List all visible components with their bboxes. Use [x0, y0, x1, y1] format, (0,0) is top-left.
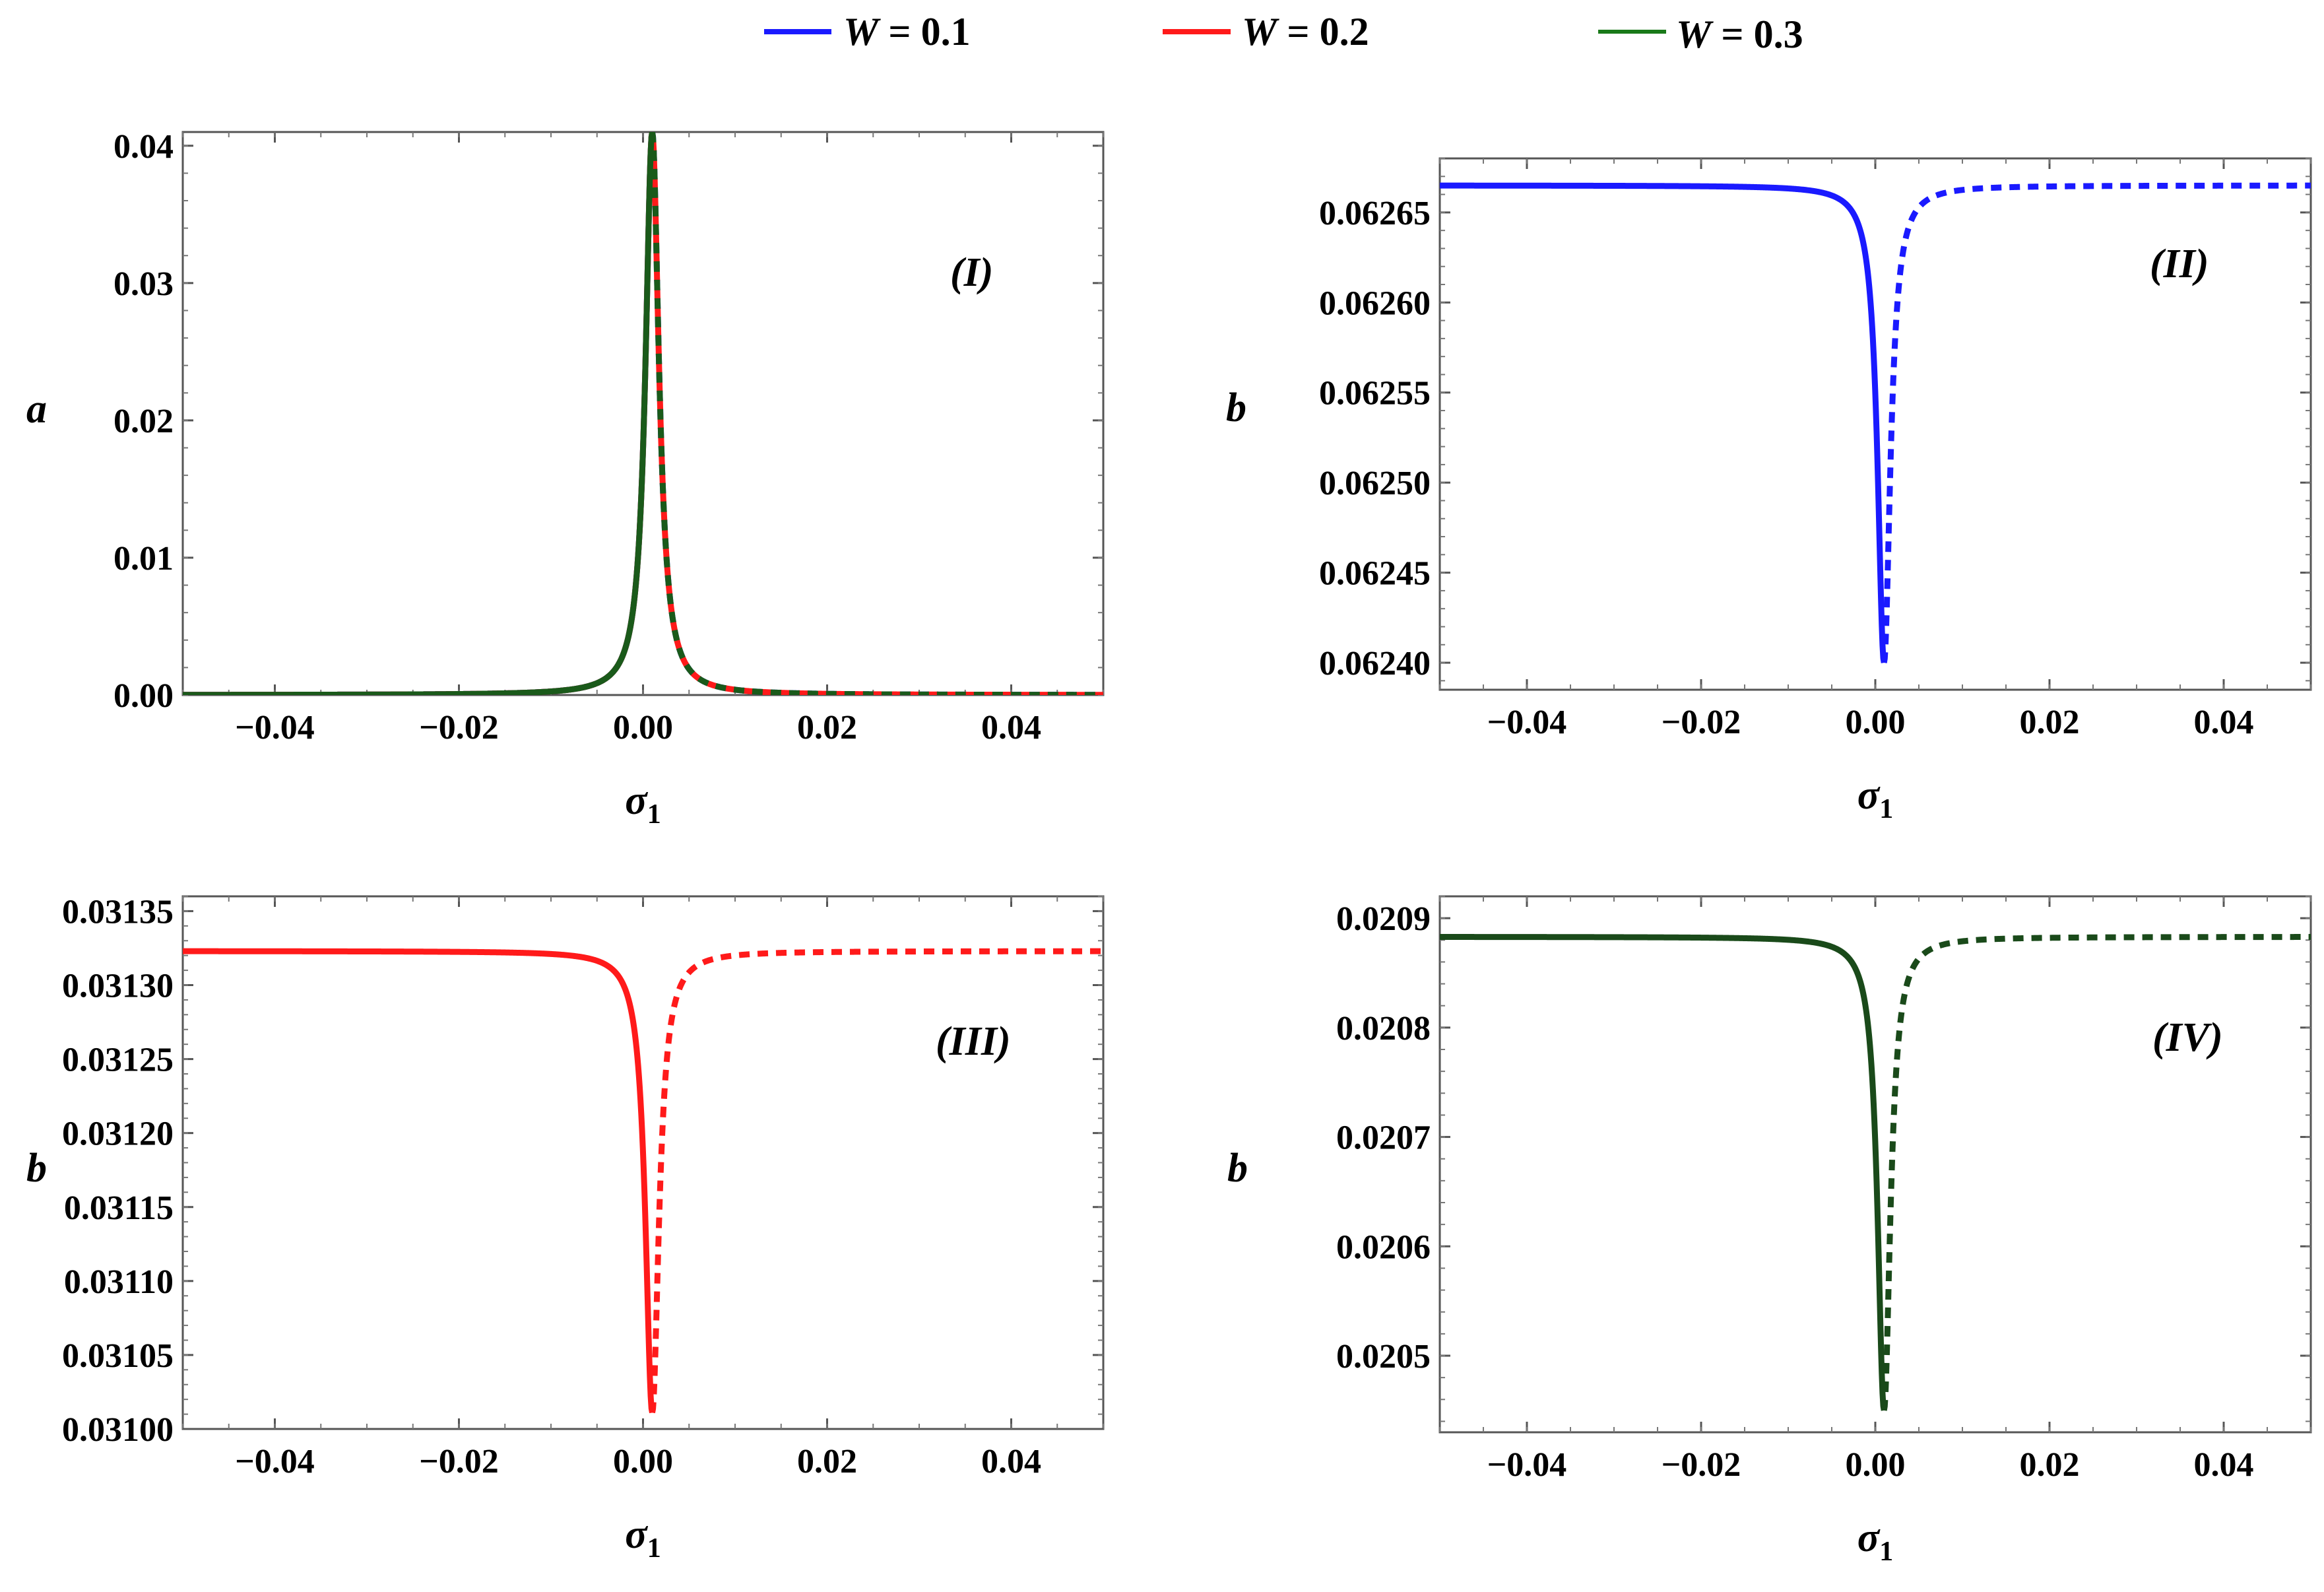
x-tick-label: −0.02 — [419, 709, 499, 746]
series-stable-branch-03 — [1440, 934, 1887, 1411]
x-tick-label: −0.04 — [235, 709, 315, 746]
series-unstable-branch-02 — [649, 132, 1103, 695]
x-tick-label: 0.04 — [981, 1443, 1041, 1480]
y-tick-label: 0.06265 — [1319, 195, 1431, 232]
y-tick-label: 0.03110 — [64, 1263, 174, 1301]
series-unstable-branch-01 — [649, 132, 1103, 695]
x-tick-label: 0.00 — [613, 709, 673, 746]
panel-I: −0.04 −0.02 0.00 0.02 0.04 0.00 0.01 0.02 0.03 0.… — [26, 128, 1105, 830]
y-axis-label: b — [1226, 385, 1246, 430]
y-tick-label: 0.0206 — [1336, 1228, 1431, 1266]
y-tick-label: 0.04 — [113, 128, 174, 166]
panel-label: (IV) — [2152, 1015, 2223, 1060]
legend-item-w03: W = 0.3 — [1598, 13, 1803, 56]
x-tick-label: 0.00 — [613, 1443, 673, 1480]
y-tick-label: 0.03135 — [62, 893, 174, 931]
x-tick-label: 0.02 — [797, 1443, 857, 1480]
y-tick-label: 0.02 — [113, 403, 174, 440]
y-tick-label: 0.06240 — [1319, 645, 1431, 682]
y-tick-label: 0.06255 — [1319, 375, 1431, 413]
x-tick-label: −0.02 — [1662, 704, 1741, 741]
x-tick-label: 0.04 — [2194, 1446, 2254, 1484]
y-tick-label: 0.03120 — [62, 1115, 174, 1153]
x-tick-label: 0.00 — [1846, 704, 1906, 741]
legend-item-w02: W = 0.2 — [1163, 10, 1369, 53]
y-axis-label: b — [1227, 1146, 1248, 1191]
x-tick-label: −0.04 — [1487, 1446, 1567, 1484]
y-tick-label: 0.03125 — [62, 1042, 174, 1079]
y-tick-label: 0.03130 — [62, 968, 174, 1005]
x-tick-label: 0.04 — [2194, 704, 2254, 741]
y-tick-label: 0.03100 — [62, 1411, 174, 1449]
y-tick-label: 0.0205 — [1336, 1338, 1431, 1376]
series-unstable-branch-02 — [649, 948, 1103, 1414]
y-tick-label: 0.0209 — [1336, 900, 1431, 938]
panel-label: (III) — [936, 1019, 1011, 1064]
series-stable-branch-01 — [183, 132, 655, 695]
panel-label: (II) — [2150, 242, 2209, 286]
panel-IV: −0.04 −0.02 0.00 0.02 0.04 0.0205 0.0206 0.0207… — [1227, 895, 2312, 1567]
y-tick-label: 0.03105 — [62, 1337, 174, 1375]
series-stable-branch-02 — [183, 948, 655, 1414]
series-unstable-branch-03 — [649, 132, 1103, 695]
y-tick-label: 0.06260 — [1319, 284, 1431, 322]
series-unstable-branch-01 — [1881, 182, 2311, 663]
series-stable-branch-03 — [183, 132, 655, 695]
x-axis-label: σ1 — [625, 1512, 661, 1564]
series-unstable-branch-03 — [1881, 934, 2311, 1411]
panel-label: (I) — [950, 250, 993, 295]
x-tick-label: 0.02 — [797, 709, 857, 746]
panel-II: −0.04 −0.02 0.00 0.02 0.04 0.06240 0.06245 0.06… — [1226, 157, 2312, 824]
legend-label-w03: W = 0.3 — [1676, 13, 1803, 56]
y-tick-label: 0.0207 — [1336, 1119, 1431, 1157]
x-tick-label: 0.00 — [1846, 1446, 1906, 1484]
x-tick-label: 0.02 — [2020, 1446, 2080, 1484]
x-tick-label: −0.04 — [235, 1443, 315, 1480]
y-tick-label: 0.00 — [113, 677, 174, 715]
y-tick-label: 0.0208 — [1336, 1010, 1431, 1047]
legend: W = 0.1 W = 0.2 W = 0.3 — [764, 10, 1803, 56]
x-axis-label: σ1 — [625, 778, 661, 830]
y-tick-label: 0.03115 — [64, 1189, 174, 1227]
legend-item-w01: W = 0.1 — [764, 10, 971, 53]
y-axis-label: b — [26, 1146, 47, 1191]
y-tick-label: 0.06245 — [1319, 555, 1431, 593]
y-tick-label: 0.01 — [113, 540, 174, 578]
x-tick-label: 0.04 — [981, 709, 1041, 746]
legend-label-w01: W = 0.1 — [843, 10, 971, 53]
x-tick-label: −0.04 — [1487, 704, 1567, 741]
y-axis-label: a — [26, 387, 47, 432]
y-tick-label: 0.06250 — [1319, 465, 1431, 502]
panel-III: −0.04 −0.02 0.00 0.02 0.04 0.03100 0.03105 0.03… — [26, 893, 1105, 1564]
x-tick-label: −0.02 — [1662, 1446, 1741, 1484]
x-tick-label: 0.02 — [2020, 704, 2080, 741]
x-axis-label: σ1 — [1857, 1515, 1893, 1567]
y-tick-label: 0.03 — [113, 265, 174, 303]
x-axis-label: σ1 — [1857, 773, 1893, 824]
series-stable-branch-01 — [1440, 182, 1887, 663]
x-tick-label: −0.02 — [419, 1443, 499, 1480]
legend-label-w02: W = 0.2 — [1242, 10, 1369, 53]
series-stable-branch-02 — [183, 132, 655, 695]
